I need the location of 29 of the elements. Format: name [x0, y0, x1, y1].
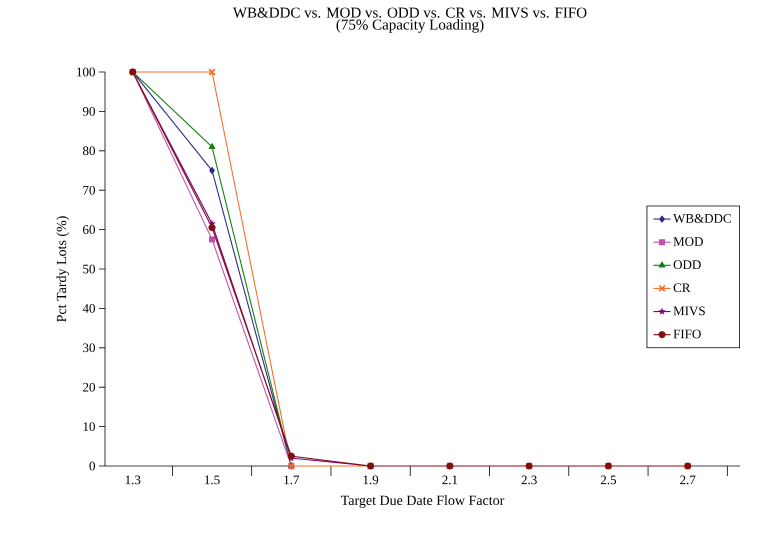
y-tick-label: 100: [77, 68, 95, 76]
x-tick-label: 1.7: [284, 476, 300, 484]
legend-label: MIVS: [673, 306, 705, 316]
x-tick-label: 2.3: [522, 476, 537, 484]
x-tick-label: 1.3: [126, 476, 140, 484]
x-tick-label: 1.9: [364, 476, 378, 484]
legend-label: WB&DDC: [673, 214, 731, 223]
y-tick-label: 0: [89, 462, 95, 470]
y-tick-label: 40: [82, 304, 95, 313]
chart-subtitle: (75% Capacity Loading): [336, 19, 484, 33]
y-axis-title: Pct Tardy Lots (%): [56, 216, 70, 322]
y-tick-label: 20: [83, 382, 95, 392]
y-tick-label: 70: [83, 186, 95, 195]
legend-label: ODD: [674, 260, 701, 270]
x-axis-title: Target Due Date Flow Factor: [340, 495, 504, 508]
y-tick-label: 10: [84, 422, 95, 431]
y-tick-label: 50: [83, 264, 95, 274]
x-tick-label: 1.5: [205, 476, 220, 484]
x-tick-label: 2.7: [680, 476, 696, 484]
legend-label: MOD: [673, 237, 703, 246]
y-tick-label: 90: [82, 107, 95, 116]
chart-title: WB&DDC vs. MOD vs. ODD vs. CR vs. MIVS vs. FIFO: [232, 8, 586, 18]
x-tick-label: 2.1: [442, 476, 458, 484]
y-tick-label: 30: [83, 343, 95, 352]
x-tick-label: 2.5: [600, 476, 616, 484]
y-tick-label: 60: [83, 225, 95, 234]
legend-label: CR: [674, 283, 690, 292]
y-tick-label: 80: [82, 146, 95, 156]
legend-label: FIFO: [673, 330, 701, 338]
